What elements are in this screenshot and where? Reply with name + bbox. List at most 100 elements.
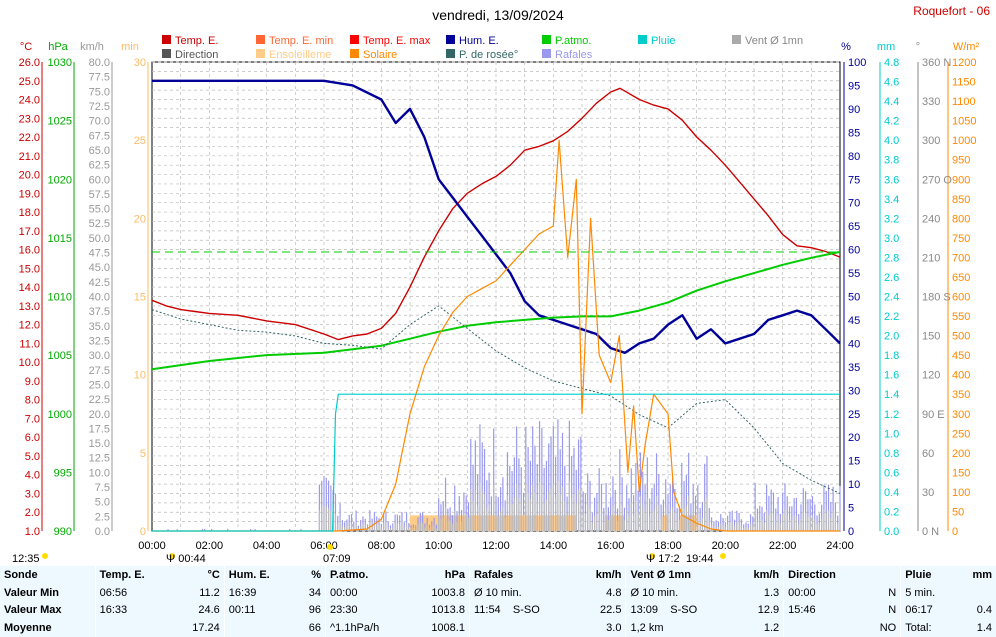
stats-cell: 06:56 (94, 583, 173, 602)
solar-tick-label: 650 (952, 272, 970, 284)
min-unit-label: min (121, 41, 139, 53)
hpa-unit-label: hPa (48, 41, 68, 53)
humidity-tick-label: 20 (848, 432, 860, 444)
wind-tick-label: 60.0 (89, 174, 110, 186)
wind-tick-label: 55.0 (89, 204, 110, 216)
humidity-tick-label: 65 (848, 221, 860, 233)
solar-tick-label: 150 (952, 467, 970, 479)
stats-cell: 1003.8 (431, 586, 465, 599)
solar-tick-label: 800 (952, 213, 970, 225)
temp-tick-label: 25.0 (19, 76, 40, 88)
direction-tick-label: 360 N (922, 57, 951, 69)
pressure-tick-label: 1015 (48, 233, 72, 245)
temp-tick-label: 2.0 (25, 507, 40, 519)
direction-tick-label: 180 S (922, 292, 951, 304)
pressure-tick-label: 1025 (48, 116, 72, 128)
rain-tick-label: 0.2 (884, 506, 899, 518)
solar-tick-label: 1150 (952, 77, 976, 89)
direction-tick-label: 270 O (922, 174, 952, 186)
sunshine-tick-label: 10 (134, 370, 146, 382)
stats-cell: 1.3 (763, 586, 780, 599)
x-tick-label: 10:00 (425, 540, 453, 552)
stats-cell: 3.0 (606, 622, 622, 635)
legend-swatch (542, 35, 551, 44)
x-tick-label: 16:00 (597, 540, 625, 552)
stats-cell (956, 584, 996, 602)
wind-tick-label: 47.5 (89, 248, 110, 260)
humidity-tick-label: 60 (848, 245, 860, 257)
sun-moon-marker (42, 553, 48, 559)
stats-header-vent: Vent Ø 1mn (625, 566, 735, 584)
wind-tick-label: 27.5 (89, 365, 110, 377)
temp-tick-label: 12.0 (19, 320, 40, 332)
legend-label: Rafales (555, 49, 593, 61)
wind-tick-label: 45.0 (89, 262, 110, 274)
legend-label: P. de rosée° (459, 49, 518, 61)
humidity-tick-label: 55 (848, 268, 860, 280)
pressure-tick-label: 1005 (48, 350, 72, 362)
humidity-tick-label: 85 (848, 127, 860, 139)
solar-tick-label: 700 (952, 252, 970, 264)
stats-cell: NO (879, 622, 897, 635)
wind-tick-label: 65.0 (89, 145, 110, 157)
humidity-tick-label: 35 (848, 362, 860, 374)
x-tick-label: 02:00 (196, 540, 224, 552)
wind-bars (167, 419, 841, 531)
stats-cell: N (888, 604, 897, 617)
solar-tick-label: 750 (952, 233, 970, 245)
legend-swatch (350, 35, 359, 44)
direction-tick-label: 300 (922, 135, 940, 147)
legend-label: Temp. E. max (363, 35, 431, 47)
sunshine-tick-label: 25 (134, 135, 146, 147)
stats-header-raf: Rafales (468, 566, 577, 584)
mm-unit-label: mm (877, 41, 895, 53)
temperature-line (151, 87, 841, 341)
direction-tick-label: 150 (922, 331, 940, 343)
stats-header-sonde: Sonde (4, 568, 38, 581)
legend-label: Ensoleilleme (269, 49, 331, 61)
stats-cell: 22.5 (600, 604, 622, 617)
x-tick-label: 18:00 (654, 540, 682, 552)
humidity-tick-label: 90 (848, 104, 860, 116)
solar-tick-label: 250 (952, 428, 970, 440)
stats-cell: 0.4 (976, 604, 992, 617)
legend-swatch (638, 35, 647, 44)
rain-tick-label: 1.6 (884, 370, 899, 382)
wind-tick-label: 30.0 (89, 350, 110, 362)
pressure-tick-label: 990 (54, 526, 72, 538)
humidity-tick-label: 10 (848, 479, 860, 491)
solar-tick-label: 550 (952, 311, 970, 323)
temp-tick-label: 16.0 (19, 245, 40, 257)
solar-tick-label: 100 (952, 487, 970, 499)
stats-cell: 24.6 (198, 604, 220, 617)
legend-label: P.atmo. (555, 35, 592, 47)
stats-cell: 13:09 (630, 604, 658, 617)
legend-swatch (732, 35, 741, 44)
temp-tick-label: 13.0 (19, 301, 40, 313)
temp-tick-label: 17.0 (19, 226, 40, 238)
stats-cell: 11:54 (473, 604, 501, 617)
rain-tick-label: 3.6 (884, 174, 899, 186)
stats-header-raf-unit: km/h (595, 568, 622, 581)
wind-tick-label: 20.0 (89, 409, 110, 421)
solar-line (152, 139, 840, 532)
legend-label: Vent Ø 1mn (745, 35, 803, 47)
sunshine-tick-label: 20 (134, 213, 146, 225)
rain-tick-label: 0.4 (884, 487, 899, 499)
wind-tick-label: 10.0 (89, 467, 110, 479)
stats-cell-dir: S-SO (512, 604, 540, 617)
stats-row-label: Moyenne (4, 622, 52, 635)
sun-moon-marker (720, 553, 726, 559)
direction-tick-label: 60 (922, 448, 934, 460)
direction-tick-label: 120 (922, 370, 940, 382)
stats-header-dir-blank (865, 566, 901, 584)
solar-tick-label: 950 (952, 155, 970, 167)
sunset-label: 19:44 (686, 553, 714, 565)
stats-header-hum: Hum. E. (223, 566, 296, 584)
stats-row-label: Valeur Max (4, 604, 62, 617)
rain-tick-label: 0.8 (884, 448, 899, 460)
legend-label: Temp. E. min (269, 35, 333, 47)
stats-cell: 1.4 (976, 622, 992, 635)
stats-header-dir: Direction (783, 566, 865, 584)
rain-tick-label: 4.8 (884, 57, 899, 69)
